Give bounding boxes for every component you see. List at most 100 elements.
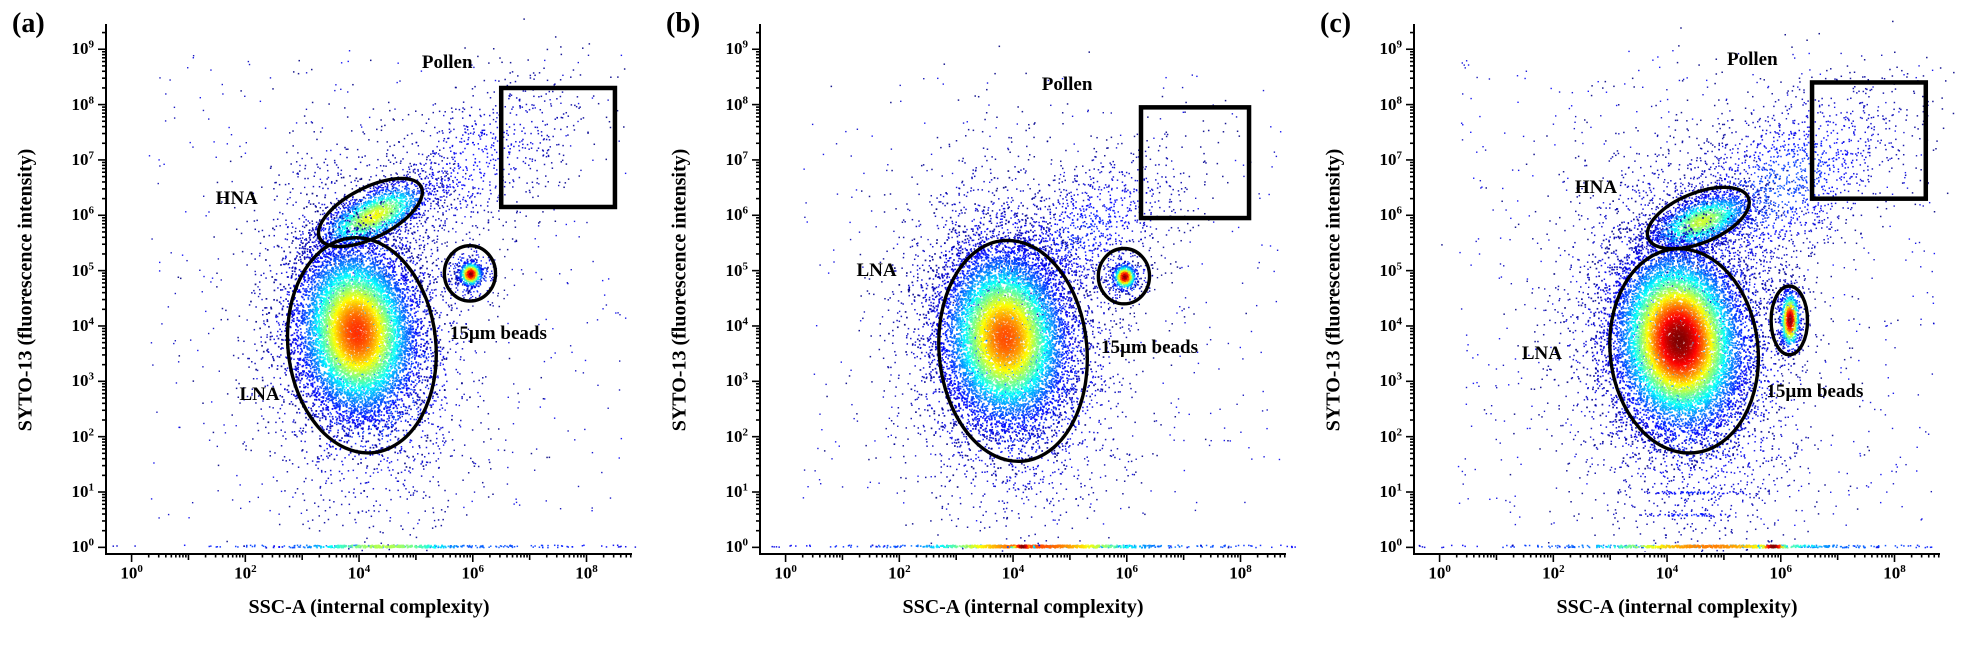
gate-label-pollen: Pollen — [1727, 49, 1778, 71]
y-tick-label: 102 — [1379, 426, 1403, 446]
tick-exponent: 3 — [1396, 370, 1403, 383]
x-tick-label: 108 — [1883, 564, 1906, 582]
tick-base: 10 — [725, 94, 743, 114]
tick-base: 10 — [71, 537, 89, 557]
tick-base: 10 — [725, 39, 743, 59]
tick-exponent: 8 — [88, 93, 95, 106]
gate-label-pollen: Pollen — [1041, 74, 1093, 96]
tick-exponent: 0 — [1445, 563, 1451, 575]
tick-exponent: 1 — [742, 481, 749, 494]
x-tick-label: 108 — [575, 564, 598, 582]
tick-base: 10 — [1379, 260, 1397, 280]
tick-exponent: 7 — [1396, 149, 1403, 162]
tick-exponent: 5 — [88, 259, 95, 272]
tick-base: 10 — [725, 537, 743, 557]
tick-base: 10 — [347, 563, 365, 583]
tick-exponent: 8 — [1246, 563, 1252, 575]
tick-exponent: 9 — [88, 38, 95, 51]
y-tick-label: 106 — [71, 205, 95, 225]
tick-exponent: 1 — [88, 481, 95, 494]
tick-exponent: 2 — [251, 563, 257, 575]
tick-exponent: 8 — [742, 93, 749, 106]
y-tick-label: 105 — [725, 260, 749, 280]
y-tick-label: 100 — [71, 536, 95, 557]
tick-base: 10 — [71, 315, 89, 335]
tick-base: 10 — [725, 149, 743, 169]
tick-exponent: 3 — [88, 370, 95, 383]
y-tick-label: 109 — [72, 38, 95, 57]
y-tick-label: 100 — [1379, 536, 1403, 557]
gate-label-hna: HNA — [215, 187, 258, 209]
tick-base: 10 — [234, 563, 252, 583]
y-tick-label: 103 — [1379, 370, 1403, 391]
x-tick-label: 100 — [774, 564, 797, 582]
tick-base: 10 — [1379, 537, 1397, 557]
x-axis-title: SSC-A (internal complexity) — [1556, 596, 1798, 618]
tick-exponent: 2 — [742, 425, 749, 438]
tick-base: 10 — [575, 563, 593, 583]
tick-exponent: 2 — [905, 563, 911, 575]
tick-base: 10 — [725, 315, 743, 335]
tick-exponent: 6 — [478, 563, 485, 575]
y-tick-label: 107 — [726, 150, 749, 168]
y-tick-label: 101 — [726, 482, 749, 500]
tick-exponent: 3 — [742, 370, 749, 383]
y-axis-title: SYTO-13 (fluorescence intensity) — [668, 148, 691, 432]
y-tick-label: 104 — [72, 316, 95, 334]
tick-base: 10 — [1379, 315, 1397, 335]
tick-base: 10 — [725, 260, 743, 280]
gate-label-lna: LNA — [1521, 342, 1562, 364]
tick-exponent: 2 — [1559, 563, 1565, 575]
tick-exponent: 4 — [1672, 563, 1679, 575]
tick-exponent: 8 — [1900, 563, 1906, 575]
tick-base: 10 — [71, 205, 89, 225]
x-tick-label: 106 — [1116, 564, 1139, 582]
tick-exponent: 1 — [1396, 481, 1403, 494]
tick-base: 10 — [1379, 426, 1397, 446]
tick-base: 10 — [1379, 371, 1397, 391]
gate-label-15-m-beads: 15µm beads — [1766, 381, 1864, 403]
tick-base: 10 — [774, 563, 792, 583]
y-tick-label: 100 — [725, 536, 749, 557]
y-tick-label: 102 — [726, 425, 749, 444]
tick-base: 10 — [1379, 39, 1397, 59]
tick-base: 10 — [1379, 205, 1397, 225]
tick-exponent: 0 — [742, 536, 749, 549]
tick-base: 10 — [1428, 563, 1446, 583]
tick-exponent: 0 — [88, 536, 95, 549]
tick-exponent: 5 — [1396, 259, 1403, 272]
panel-a: (a) SYTO-13 (fluorescence intensity) SSC… — [0, 0, 654, 654]
panel-b: (b) SYTO-13 (fluorescence intensity) SSC… — [654, 0, 1308, 654]
x-axis-title: SSC-A (internal complexity) — [902, 596, 1144, 618]
y-tick-label: 108 — [1380, 94, 1403, 112]
tick-base: 10 — [71, 426, 89, 446]
tick-exponent: 4 — [88, 315, 95, 328]
tick-base: 10 — [71, 371, 89, 391]
y-tick-label: 103 — [726, 370, 749, 389]
tick-base: 10 — [1229, 563, 1247, 583]
tick-base: 10 — [1379, 149, 1397, 169]
tick-exponent: 6 — [1786, 563, 1793, 575]
y-tick-label: 103 — [71, 370, 95, 391]
tick-base: 10 — [1379, 481, 1397, 501]
x-tick-label: 102 — [234, 564, 257, 582]
y-tick-label: 105 — [1379, 259, 1403, 280]
tick-base: 10 — [71, 260, 89, 280]
y-tick-label: 109 — [725, 38, 749, 59]
tick-exponent: 4 — [1396, 315, 1403, 328]
tick-exponent: 6 — [1132, 563, 1139, 575]
tick-exponent: 6 — [1396, 204, 1403, 217]
tick-base: 10 — [71, 481, 89, 501]
panel-c: (c) SYTO-13 (fluorescence intensity) SSC… — [1308, 0, 1962, 654]
scatter-canvas — [654, 0, 1308, 654]
y-tick-label: 108 — [72, 93, 95, 112]
x-tick-label: 106 — [1770, 564, 1793, 582]
tick-exponent: 9 — [742, 38, 749, 51]
x-tick-label: 102 — [1542, 564, 1565, 582]
gate-label-lna: LNA — [239, 384, 280, 406]
tick-base: 10 — [725, 205, 743, 225]
tick-base: 10 — [1001, 563, 1019, 583]
y-tick-label: 104 — [726, 316, 749, 334]
tick-exponent: 0 — [1396, 536, 1403, 549]
